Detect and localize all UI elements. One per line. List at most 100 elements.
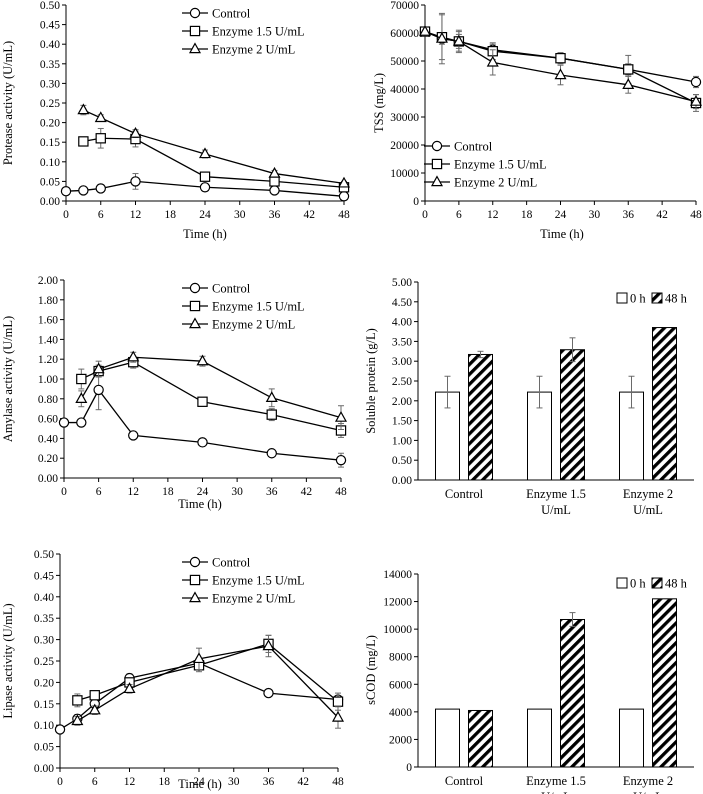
y-tick-label: 3.50 (392, 336, 412, 348)
y-tick-label: 0.25 (40, 98, 60, 110)
data-point (88, 703, 101, 715)
legend-marker (188, 42, 202, 54)
legend-marker (189, 282, 201, 294)
data-point (71, 714, 84, 726)
data-point (123, 682, 136, 694)
y-tick-label: 0.60 (38, 414, 58, 426)
x-tick-label: 24 (555, 209, 567, 221)
bar-48h (468, 353, 493, 481)
y-tick-label: 1.20 (38, 354, 58, 366)
y-tick-label: 14000 (383, 569, 412, 581)
category-label: Control (445, 487, 484, 501)
y-axis-title: Protease activity (U/mL) (1, 41, 15, 165)
data-point (127, 350, 140, 362)
x-tick-label: 0 (422, 209, 428, 221)
series-square (76, 355, 347, 438)
y-tick-label: 0.00 (392, 475, 412, 487)
data-point (331, 710, 345, 722)
x-tick-label: 24 (197, 486, 209, 498)
x-tick-label: 36 (266, 486, 278, 498)
x-tick-label: 42 (298, 776, 310, 788)
x-tick-label: 18 (521, 209, 533, 221)
x-tick-label: 42 (301, 486, 313, 498)
x-tick-label: 48 (332, 776, 344, 788)
data-point (196, 354, 209, 366)
y-tick-label: 0.05 (40, 176, 60, 188)
x-tick-label: 6 (98, 209, 104, 221)
data-point (265, 391, 278, 403)
y-tick-label: 0.20 (34, 677, 54, 689)
data-point (198, 147, 212, 159)
y-tick-label: 5.00 (392, 277, 412, 289)
y-tick-label: 0.00 (34, 763, 54, 775)
y-tick-label: 0.05 (34, 742, 54, 754)
x-tick-label: 30 (234, 209, 246, 221)
x-tick-label: 30 (589, 209, 601, 221)
legend-label: Enzyme 2 U/mL (212, 592, 295, 606)
data-point (75, 392, 88, 403)
x-tick-label: 0 (63, 209, 69, 221)
legend-label: Control (212, 556, 251, 570)
y-tick-label: 4.50 (392, 297, 412, 309)
x-tick-label: 36 (263, 776, 275, 788)
scod-chart: 0 2000 4000 6000 8000 10000 12000 14000 sCOD (mg… (364, 569, 694, 794)
legend-label: Enzyme 1.5 U/mL (212, 574, 305, 588)
y-tick-label: 1.00 (392, 435, 412, 447)
amylase-chart: 0.00 0.20 0.40 0.60 0.80 1.00 1.20 1.40 1.60 1.80… (1, 275, 348, 511)
x-tick-label: 18 (162, 486, 174, 498)
data-point (435, 31, 448, 43)
x-tick-label: 48 (338, 209, 350, 221)
y-tick-label: 0.40 (38, 433, 58, 445)
series-line (83, 109, 345, 185)
y-tick-label: 0.50 (40, 0, 60, 12)
x-tick-label: 18 (165, 209, 177, 221)
y-tick-label: 8000 (389, 652, 412, 664)
series-line (77, 643, 339, 703)
y-tick-label: 0.35 (40, 59, 60, 71)
y-tick-label: 20000 (390, 140, 419, 152)
tss-chart: 0 10000 20000 30000 40000 50000 60000 70000 0 6 12… (372, 0, 703, 241)
legend-label: Enzyme 2 U/mL (212, 43, 295, 57)
data-point (77, 103, 90, 115)
legend-swatch (651, 292, 663, 304)
legend-marker (189, 25, 201, 37)
x-tick-label: 12 (124, 776, 136, 788)
data-point (93, 384, 104, 396)
data-point (332, 696, 344, 707)
data-point (89, 690, 100, 701)
x-axis-title: Time (h) (178, 497, 222, 511)
y-tick-label: 60000 (390, 28, 419, 40)
series-square (419, 14, 702, 112)
category-label: Enzyme 1.5 (526, 487, 586, 501)
x-tick-label: 48 (335, 486, 347, 498)
bar-48h (652, 327, 677, 481)
y-tick-label: 0.00 (38, 473, 58, 485)
data-point (266, 409, 277, 420)
data-point (689, 94, 703, 106)
legend-marker (189, 556, 201, 568)
bar-0h (435, 708, 460, 768)
y-tick-label: 0.00 (40, 196, 60, 208)
series-line (77, 645, 339, 722)
y-tick-label: 0.40 (40, 39, 60, 51)
x-axis-title: Time (h) (178, 777, 222, 791)
legend-marker (189, 7, 201, 19)
legend-label: Enzyme 2 U/mL (454, 176, 537, 190)
data-point (269, 176, 280, 187)
legend-label: Enzyme 2 U/mL (212, 318, 295, 332)
y-tick-label: 0.15 (40, 137, 60, 149)
y-tick-label: 0.10 (34, 720, 54, 732)
legend-marker (188, 317, 202, 329)
data-point (76, 417, 87, 428)
x-axis-title: Time (h) (540, 227, 584, 241)
series-line (81, 361, 342, 432)
x-tick-label: 30 (228, 776, 240, 788)
y-tick-label: 0.45 (40, 20, 60, 32)
bar-0h (527, 391, 552, 481)
y-tick-label: 1.60 (38, 315, 58, 327)
y-tick-label: 2000 (389, 734, 412, 746)
series-triangle (77, 103, 351, 188)
y-tick-label: 4000 (389, 707, 412, 719)
legend-label: Control (454, 140, 493, 154)
x-tick-label: 30 (231, 486, 243, 498)
